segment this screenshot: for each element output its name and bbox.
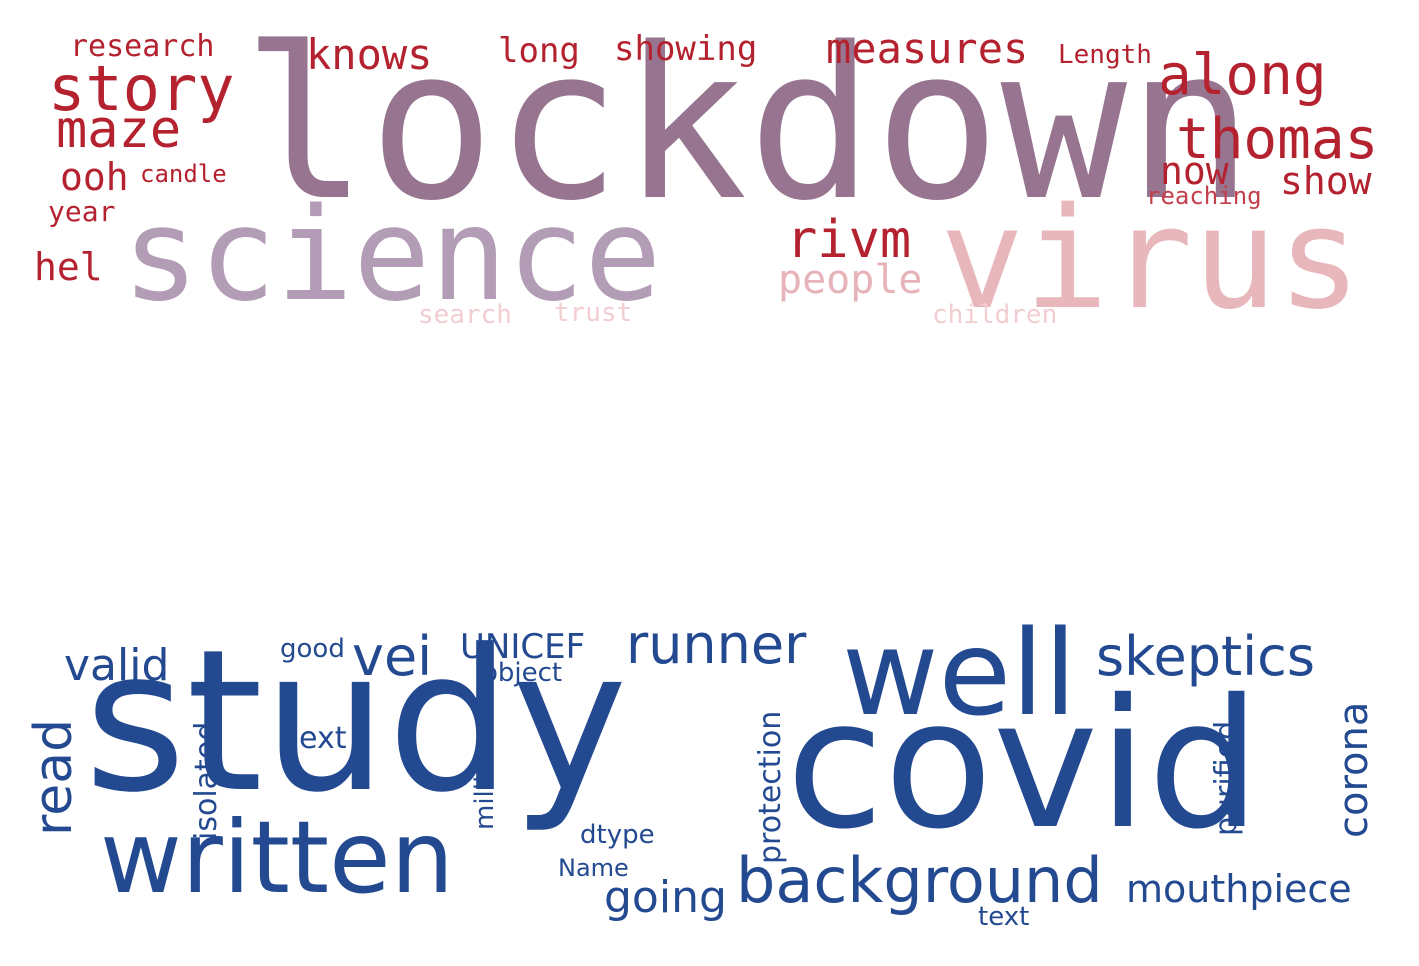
word: ooh	[60, 155, 129, 199]
word: long	[498, 31, 580, 71]
word: corona	[1331, 701, 1377, 838]
word: story	[48, 52, 235, 125]
word: children	[932, 300, 1058, 330]
word: object	[482, 658, 563, 688]
word: lockdown	[242, 2, 1254, 247]
word: people	[778, 257, 923, 303]
word: research	[70, 29, 215, 64]
word: candle	[140, 160, 227, 188]
word-cloud-top: lockdown science virus story maze resear…	[0, 0, 1419, 340]
word: reaching	[1146, 182, 1262, 210]
word: next	[280, 721, 347, 756]
word: measures	[826, 24, 1029, 73]
word: study	[84, 608, 628, 836]
word: written	[100, 799, 455, 916]
word: hel	[34, 245, 103, 289]
word: purified	[1209, 720, 1244, 836]
word: covid	[786, 661, 1261, 868]
word: protection	[753, 710, 788, 864]
word: text	[978, 902, 1030, 932]
word: well	[842, 604, 1077, 742]
word: Name	[558, 854, 629, 882]
word: UNICEF	[460, 627, 586, 667]
word: knows	[306, 30, 433, 79]
word: now	[1160, 149, 1229, 193]
word: showing	[614, 29, 758, 69]
word: mouthpiece	[1126, 867, 1352, 911]
word: runner	[626, 613, 807, 676]
word: search	[418, 300, 512, 330]
word: dtype	[580, 820, 655, 850]
word: background	[736, 844, 1103, 917]
word: vei	[352, 625, 433, 688]
word: valid	[64, 640, 170, 691]
word: going	[604, 872, 727, 923]
word: Length	[1058, 40, 1152, 70]
word: virus	[940, 178, 1362, 341]
word-cloud-bottom: study covid well written background skep…	[0, 600, 1419, 966]
word: rivm	[786, 210, 912, 270]
word: along	[1158, 43, 1327, 108]
word: million	[470, 743, 500, 830]
word: thomas	[1176, 107, 1379, 172]
word: skeptics	[1096, 625, 1315, 688]
word: trust	[554, 298, 633, 328]
word: show	[1280, 159, 1372, 203]
word: year	[48, 195, 116, 228]
word: maze	[56, 100, 182, 160]
word: good	[280, 634, 345, 664]
word: isolated	[189, 721, 224, 840]
word: science	[122, 181, 662, 330]
word: read	[24, 718, 84, 836]
